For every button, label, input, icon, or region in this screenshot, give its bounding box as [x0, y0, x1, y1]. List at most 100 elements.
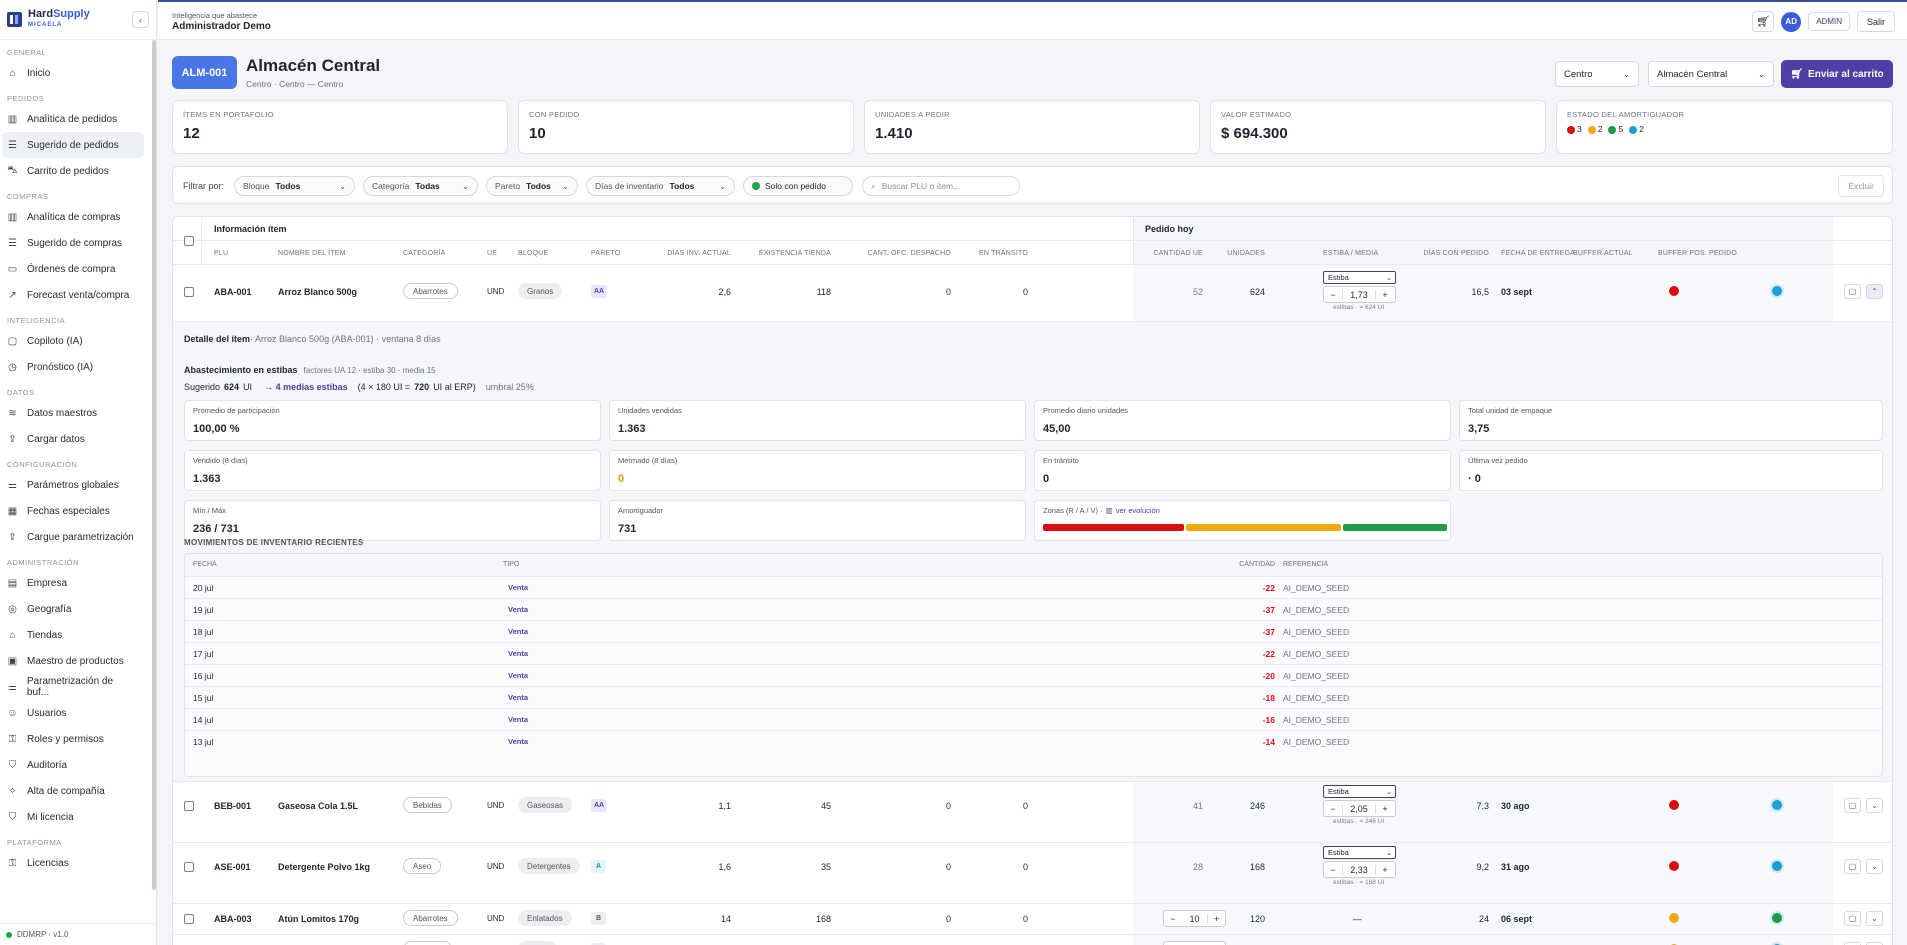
- expand-button[interactable]: ⌃: [1866, 284, 1883, 299]
- column-header[interactable]: EN TRÁNSITO: [978, 250, 1028, 257]
- column-header[interactable]: ESTIBA / MEDIA: [1323, 250, 1379, 257]
- exclude-button[interactable]: Excluir: [1838, 175, 1884, 197]
- minus-button[interactable]: −: [1330, 864, 1336, 875]
- minus-button[interactable]: −: [1330, 289, 1336, 300]
- column-header[interactable]: PARETO: [591, 250, 621, 257]
- detail-card: Vendido (8 días) 1.363: [184, 450, 601, 491]
- sidebar-item[interactable]: ☰ Sugerido de pedidos: [2, 132, 144, 158]
- sidebar-item[interactable]: ⚿ Roles y permisos: [0, 726, 144, 752]
- comment-button[interactable]: ▢: [1844, 798, 1861, 813]
- sidebar-item[interactable]: ▭ Órdenes de compra: [0, 256, 144, 282]
- column-header[interactable]: NOMBRE DEL ÍTEM: [278, 250, 346, 257]
- column-header[interactable]: BUFFER ACTUAL: [1573, 250, 1633, 257]
- sidebar-item[interactable]: ◷ Pronóstico (IA): [0, 354, 144, 380]
- solo-con-pedido-toggle[interactable]: Solo con pedido: [743, 176, 853, 196]
- row-checkbox[interactable]: [184, 862, 194, 872]
- estiba-mode-select[interactable]: Estiba ⌄: [1323, 271, 1396, 284]
- shield-icon: ⛉: [8, 759, 17, 771]
- mv-cantidad: -16: [1262, 715, 1275, 725]
- column-header[interactable]: CANTIDAD UE: [1153, 250, 1203, 257]
- sidebar-item[interactable]: ⌂ Tiendas: [0, 622, 144, 648]
- column-header[interactable]: UE: [487, 250, 498, 257]
- sidebar-item[interactable]: ⇪ Cargue parametrización: [0, 524, 144, 550]
- sidebar-item[interactable]: ≋ Datos maestros: [0, 400, 144, 426]
- expand-button[interactable]: ⌄: [1866, 911, 1883, 926]
- plus-button[interactable]: +: [1382, 803, 1388, 814]
- collapse-sidebar-button[interactable]: ‹: [132, 11, 149, 28]
- sidebar-item[interactable]: ▥ Analítica de compras: [0, 204, 144, 230]
- sidebar-item[interactable]: ⚌ Parametrización de buf...: [0, 674, 144, 700]
- send-to-cart-button[interactable]: 🛒︎ Enviar al carrito: [1781, 60, 1893, 88]
- table-row[interactable]: ABA-003 Atún Lomitos 170g Abarrotes UND Enla…: [173, 903, 1892, 934]
- dias-inventario-filter[interactable]: Días de inventario Todos ⌄: [586, 176, 735, 196]
- select-all-checkbox[interactable]: [184, 236, 194, 246]
- sidebar-item[interactable]: ▥ Analítica de pedidos: [0, 106, 144, 132]
- row-checkbox[interactable]: [184, 914, 194, 924]
- comment-button[interactable]: ▢: [1844, 859, 1861, 874]
- avatar[interactable]: AD: [1781, 11, 1802, 32]
- cart-button[interactable]: 🛒︎: [1752, 11, 1775, 32]
- sidebar-item[interactable]: ⛍ Carrito de pedidos: [0, 158, 144, 184]
- quantity-stepper[interactable]: − 10 +: [1163, 910, 1226, 927]
- column-header[interactable]: DÍAS INV. ACTUAL: [667, 250, 731, 257]
- table-row[interactable]: BEB-003Jugo Hit Mango 1LBebidasUNDJugosB…: [173, 934, 1892, 945]
- sidebar-item[interactable]: ✧ Alta de compañía: [0, 778, 144, 804]
- sidebar-item[interactable]: ⛉ Mi licencia: [0, 804, 144, 830]
- column-header[interactable]: CANT. OFC. DESPACHO: [867, 250, 951, 257]
- column-header[interactable]: PLU: [214, 250, 229, 257]
- column-header[interactable]: FECHA DE ENTREGA: [1501, 250, 1575, 257]
- sidebar-item[interactable]: ▦ Fechas especiales: [0, 498, 144, 524]
- column-header[interactable]: DÍAS CON PEDIDO: [1423, 250, 1489, 257]
- plus-button[interactable]: +: [1382, 864, 1388, 875]
- search-input[interactable]: ⌕ Buscar PLU o ítem...: [862, 176, 1020, 196]
- comment-button[interactable]: ▢: [1844, 284, 1861, 299]
- sidebar-item[interactable]: ☺ Usuarios: [0, 700, 144, 726]
- row-checkbox[interactable]: [184, 801, 194, 811]
- minus-button[interactable]: −: [1170, 913, 1176, 924]
- warehouse-select[interactable]: Almacén Central ⌄: [1648, 61, 1774, 87]
- estiba-stepper[interactable]: −2,05 +: [1323, 800, 1396, 817]
- bloque-filter[interactable]: Bloque Todos ⌄: [234, 176, 355, 196]
- pareto-filter[interactable]: Pareto Todos ⌄: [486, 176, 578, 196]
- estiba-stepper[interactable]: −2,33 +: [1323, 861, 1396, 878]
- sidebar-item[interactable]: ▣ Maestro de productos: [0, 648, 144, 674]
- column-header[interactable]: BUFFER POS. PEDIDO: [1658, 250, 1738, 257]
- expand-button[interactable]: ⌄: [1866, 859, 1883, 874]
- sidebar-item[interactable]: ⚌ Parámetros globales: [0, 472, 144, 498]
- estiba-mode-select[interactable]: Estiba ⌄: [1323, 846, 1396, 859]
- plus-button[interactable]: +: [1207, 913, 1225, 924]
- expand-button[interactable]: ⌄: [1866, 942, 1883, 945]
- sidebar-item[interactable]: ⚿ Licencias: [0, 850, 144, 876]
- sidebar-item-label: Carrito de pedidos: [27, 165, 109, 177]
- logout-button[interactable]: Salir: [1856, 11, 1895, 32]
- sidebar-item[interactable]: ▤ Empresa: [0, 570, 144, 596]
- sidebar-item[interactable]: ↗ Forecast venta/compra: [0, 282, 144, 308]
- estiba-stepper[interactable]: −1,73 +: [1323, 286, 1396, 303]
- zones-link[interactable]: ver evolución: [1115, 506, 1160, 515]
- plus-button[interactable]: +: [1382, 289, 1388, 300]
- column-header[interactable]: BLOQUE: [518, 250, 549, 257]
- comment-button[interactable]: ▢: [1844, 942, 1861, 945]
- sidebar-item[interactable]: ⛉ Auditoría: [0, 752, 144, 778]
- order-section-bg: [1133, 843, 1833, 903]
- column-header[interactable]: UNIDADES: [1227, 250, 1265, 257]
- table-row[interactable]: BEB-001 Gaseosa Cola 1.5L Bebidas UND Gaseos…: [173, 781, 1892, 842]
- row-checkbox[interactable]: [184, 287, 194, 297]
- column-header[interactable]: CATEGORÍA: [403, 250, 446, 257]
- sidebar-item[interactable]: ◎ Geografía: [0, 596, 144, 622]
- table-row[interactable]: ASE-001 Detergente Polvo 1kg Aseo UND Deterg…: [173, 842, 1892, 903]
- table-row[interactable]: ABA-001 Arroz Blanco 500g Abarrotes UND Gran…: [173, 264, 1892, 321]
- minus-button[interactable]: −: [1330, 803, 1336, 814]
- sidebar-item[interactable]: ☰ Sugerido de compras: [0, 230, 144, 256]
- sidebar-scrollbar[interactable]: [152, 40, 156, 890]
- sidebar-item[interactable]: ▢ Copiloto (IA): [0, 328, 144, 354]
- sidebar-item[interactable]: ⌂ Inicio: [0, 60, 144, 86]
- categoria-filter[interactable]: Categoría Todas ⌄: [363, 176, 478, 196]
- column-header[interactable]: EXISTENCIA TIENDA: [758, 250, 831, 257]
- region-select[interactable]: Centro ⌄: [1555, 61, 1639, 87]
- expand-button[interactable]: ⌄: [1866, 798, 1883, 813]
- chevron-down-icon: ⌄: [462, 181, 469, 191]
- estiba-mode-select[interactable]: Estiba ⌄: [1323, 785, 1396, 798]
- sidebar-item[interactable]: ⇪ Cargar datos: [0, 426, 144, 452]
- comment-button[interactable]: ▢: [1844, 911, 1861, 926]
